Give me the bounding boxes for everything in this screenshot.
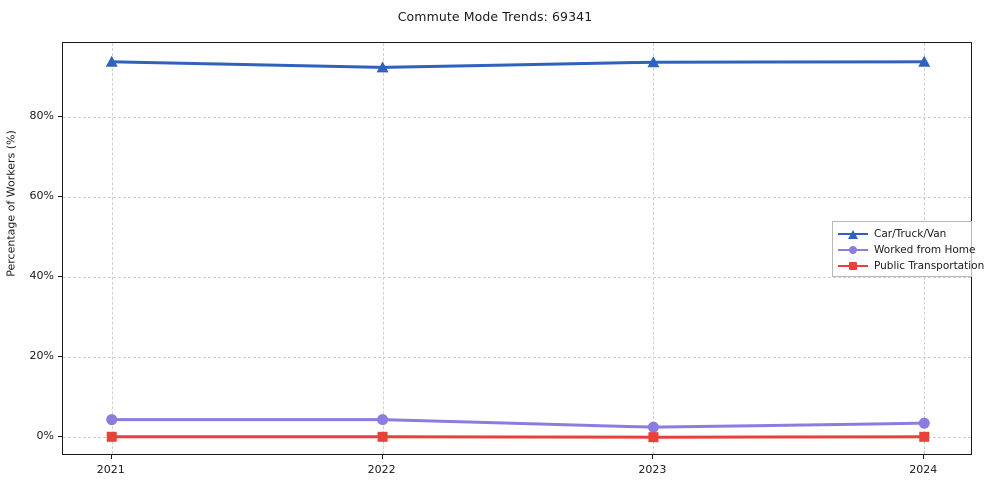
gridline-vertical xyxy=(382,43,384,454)
series-line xyxy=(110,60,926,69)
x-tick-label: 2023 xyxy=(638,463,667,476)
series-line xyxy=(110,418,926,429)
x-tick-mark xyxy=(381,455,383,459)
data-point-circle xyxy=(918,417,930,429)
legend-swatch-public-transportation xyxy=(838,259,868,273)
triangle-marker-icon xyxy=(848,229,858,239)
legend-item-car-truck-van[interactable]: Car/Truck/Van xyxy=(838,226,966,241)
legend-swatch-worked-from-home xyxy=(838,243,868,257)
data-point-circle xyxy=(377,414,389,426)
series-layer xyxy=(105,55,931,443)
data-point-triangle xyxy=(105,55,118,67)
chart-title: Commute Mode Trends: 69341 xyxy=(397,9,593,24)
legend-swatch-car-truck-van xyxy=(838,227,868,241)
data-point-triangle xyxy=(647,56,660,68)
data-point-square xyxy=(919,431,930,442)
gridline-horizontal xyxy=(63,117,971,119)
x-tick-label: 2024 xyxy=(909,463,938,476)
square-marker-icon xyxy=(849,261,857,270)
y-axis-label: Percentage of Workers (%) xyxy=(4,130,18,277)
data-point-circle xyxy=(647,421,659,433)
plot-area xyxy=(62,42,972,455)
gridline-horizontal xyxy=(63,277,971,279)
legend-item-worked-from-home[interactable]: Worked from Home xyxy=(838,242,975,257)
data-point-square xyxy=(377,431,388,442)
x-tick-label: 2022 xyxy=(367,463,396,476)
x-tick-label: 2021 xyxy=(96,463,125,476)
legend-label: Public Transportation xyxy=(874,259,985,272)
legend-label: Worked from Home xyxy=(874,243,976,256)
data-point-square xyxy=(106,431,117,442)
data-point-circle xyxy=(106,414,118,426)
gridline-vertical xyxy=(653,43,655,454)
gridline-vertical xyxy=(111,43,113,454)
data-point-triangle xyxy=(376,61,389,73)
x-tick-mark xyxy=(110,455,112,459)
legend-label: Car/Truck/Van xyxy=(874,227,947,240)
gridline-horizontal xyxy=(63,197,971,199)
legend-item-public-transportation[interactable]: Public Transportation xyxy=(838,258,984,273)
data-point-square xyxy=(648,432,659,443)
circle-marker-icon xyxy=(849,245,857,254)
x-tick-mark xyxy=(923,455,925,459)
x-tick-mark xyxy=(652,455,654,459)
gridline-horizontal xyxy=(63,357,971,359)
y-tick-label: 0% xyxy=(36,429,54,443)
data-point-triangle xyxy=(918,55,931,67)
chart-legend: Car/Truck/Van Worked from Home Public Tr… xyxy=(832,221,984,277)
